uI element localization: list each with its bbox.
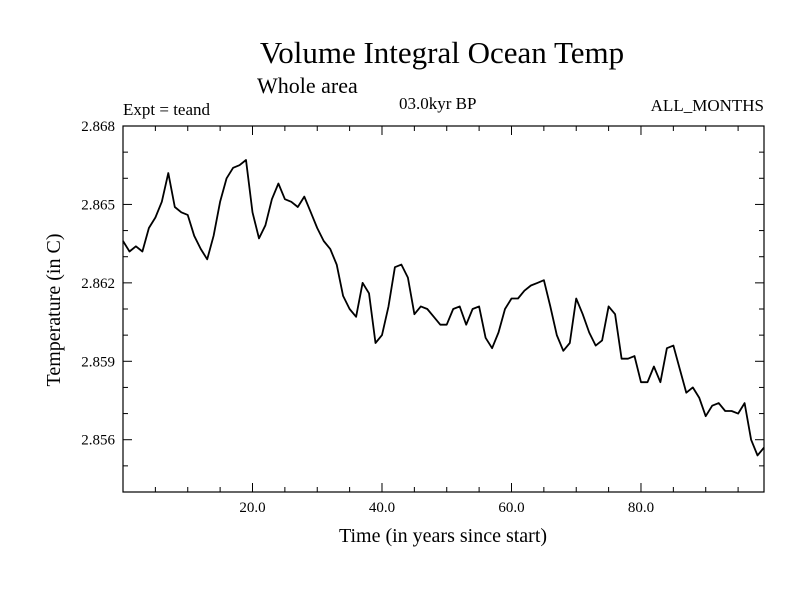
y-tick-label: 2.865 <box>81 197 115 213</box>
experiment-label: Expt = teand <box>123 100 211 119</box>
series-lines <box>122 159 765 457</box>
chart-title: Volume Integral Ocean Temp <box>259 35 625 70</box>
months-label: ALL_MONTHS <box>650 96 764 115</box>
y-tick-label: 2.862 <box>81 276 115 292</box>
plot-frame <box>122 125 765 493</box>
axis-tick-labels: 20.0 40.0 60.0 80.0 2.856 2.859 2.862 2.865 2.86… <box>81 119 654 516</box>
y-tick-label: 2.868 <box>81 119 115 135</box>
x-tick-label: 40.0 <box>369 500 395 516</box>
axis-ticks <box>123 125 764 493</box>
x-axis-label: Time (in years since start) <box>338 525 548 547</box>
chart-subtitle: Whole area <box>257 73 358 98</box>
series-line-teand <box>122 159 765 457</box>
x-tick-label: 80.0 <box>628 500 654 516</box>
period-label: 03.0kyr BP <box>399 94 477 113</box>
x-tick-label: 20.0 <box>239 500 265 516</box>
y-tick-label: 2.859 <box>81 354 115 370</box>
x-tick-label: 60.0 <box>498 500 524 516</box>
y-tick-label: 2.856 <box>81 433 115 449</box>
y-axis-label: Temperature (in C) <box>43 233 65 387</box>
